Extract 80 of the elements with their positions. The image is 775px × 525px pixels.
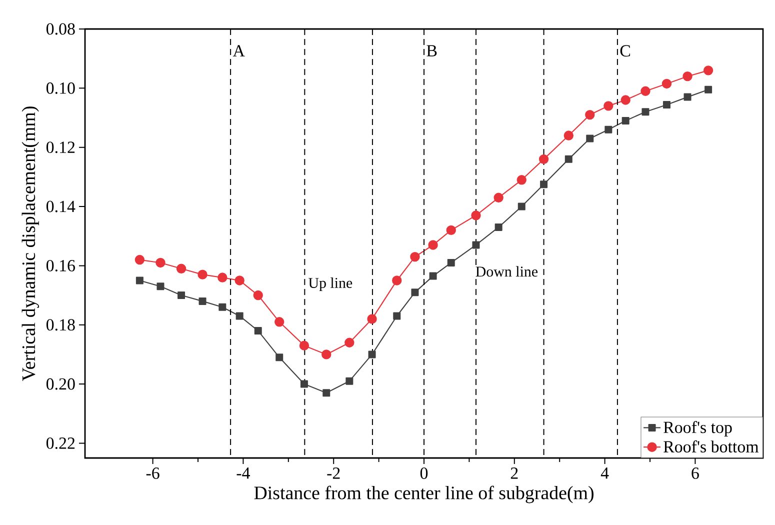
point [276, 354, 284, 362]
point [393, 312, 401, 320]
x-tick-label: -2 [327, 468, 340, 479]
y-tick-label: 0.14 [46, 200, 76, 212]
point [156, 258, 166, 268]
point [662, 100, 670, 108]
point [642, 108, 650, 116]
point [411, 288, 419, 296]
point [178, 292, 186, 300]
y-tick-label: 0.20 [46, 378, 75, 390]
point [254, 327, 262, 335]
point [367, 314, 377, 324]
y-tick-label: 0.22 [46, 437, 75, 449]
x-tick-label: 0 [420, 468, 428, 479]
y-axis-title: Vertical dynamic displacement(mm) [22, 106, 39, 381]
point [322, 350, 332, 360]
point [472, 241, 480, 249]
point [704, 86, 712, 94]
y-tick-label: 0.08 [46, 23, 75, 35]
legend-label: Roof's top [664, 421, 732, 437]
point [538, 154, 549, 164]
x-tick-label: -4 [236, 468, 250, 479]
point [136, 276, 144, 284]
point [429, 272, 437, 280]
point [156, 282, 164, 290]
point [198, 270, 208, 280]
point [134, 254, 145, 265]
point [622, 116, 630, 124]
point [640, 86, 650, 96]
point [494, 192, 504, 202]
point [564, 155, 572, 163]
point [703, 66, 714, 76]
point [299, 340, 310, 350]
point [620, 95, 630, 105]
x-tick-label: 6 [692, 468, 699, 479]
ref-line-label: B [426, 45, 437, 56]
x-tick-label: 4 [600, 468, 609, 479]
point [218, 272, 228, 282]
point [604, 101, 614, 111]
point [218, 303, 226, 311]
point [274, 317, 284, 327]
x-tick-label: 2 [510, 468, 518, 479]
ref-line-label: A [232, 45, 245, 56]
point [682, 71, 692, 82]
x-tick-label: -6 [146, 468, 160, 479]
point [234, 276, 244, 286]
point [586, 134, 594, 142]
point [344, 338, 354, 348]
point [684, 93, 692, 101]
point [368, 350, 376, 358]
point [428, 240, 438, 250]
point [471, 210, 481, 220]
annotation: Down line [476, 266, 538, 277]
x-axis-title: Distance from the center line of subgrade(m) [254, 486, 594, 504]
point [392, 276, 402, 286]
point [604, 126, 612, 134]
point [518, 202, 526, 210]
point [322, 389, 330, 397]
ref-line-label: C [620, 45, 630, 57]
point [410, 252, 420, 262]
y-tick-label: 0.12 [46, 142, 75, 154]
point [236, 312, 244, 320]
point [585, 110, 595, 120]
point [494, 223, 502, 231]
legend-label: Roof's bottom [664, 440, 759, 452]
y-tick-label: 0.18 [46, 319, 75, 331]
point [662, 78, 672, 89]
point [447, 258, 455, 266]
point [516, 175, 526, 185]
point [176, 264, 186, 274]
point [198, 297, 206, 305]
y-tick-label: 0.16 [46, 260, 75, 272]
point [346, 377, 354, 385]
point [253, 290, 263, 300]
point [300, 380, 308, 388]
point [446, 225, 456, 236]
point [540, 180, 548, 188]
y-tick-label: 0.10 [46, 82, 75, 94]
point [564, 130, 574, 140]
annotation: Up line [308, 277, 352, 292]
